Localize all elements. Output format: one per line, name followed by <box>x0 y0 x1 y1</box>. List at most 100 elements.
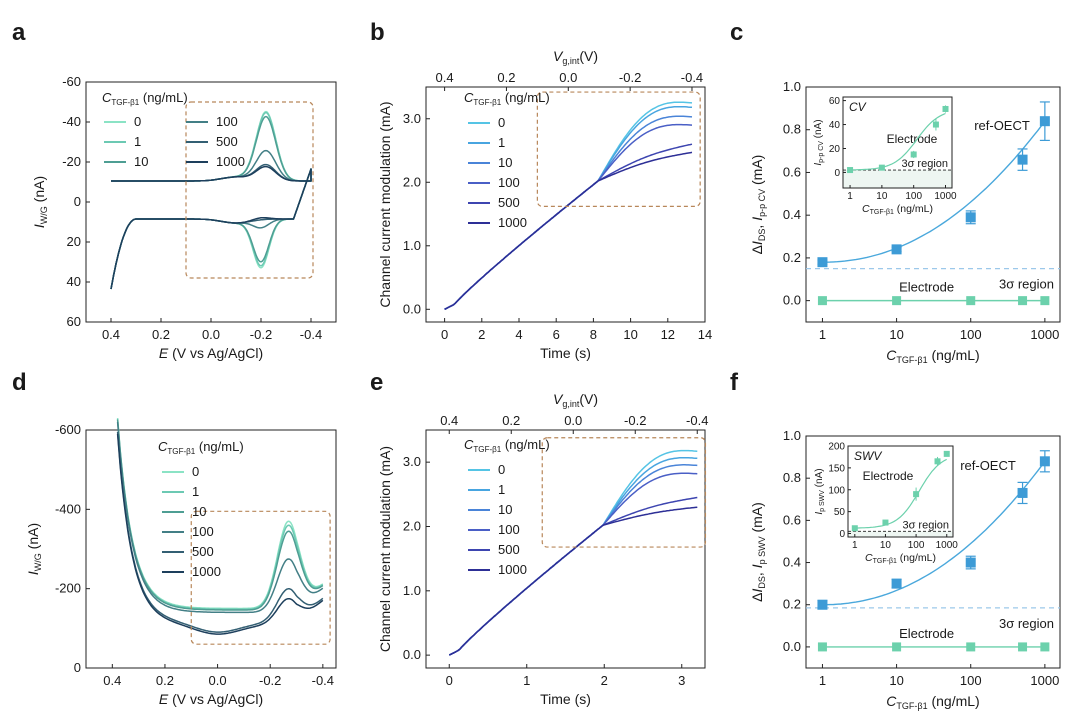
legend-title-c: C <box>158 439 168 454</box>
ref-oect-series-label: ref-OECT <box>960 458 1016 473</box>
legend-entry: 500 <box>216 134 238 149</box>
legend-entry: 10 <box>134 154 148 169</box>
legend-entry: 0 <box>498 462 505 477</box>
top-axis-label: Vg,int(V) <box>553 391 598 409</box>
legend-entry: 100 <box>192 524 214 539</box>
legend-entry: 0 <box>192 464 199 479</box>
top-axis-label-sub: g,int <box>562 399 580 409</box>
legend-entry: 10 <box>498 155 512 170</box>
y-tick-label: -400 <box>55 501 81 516</box>
inset-x-label-symbol: C <box>865 552 873 564</box>
inset-y-tick-label: 0 <box>839 529 845 540</box>
y-tick-label: 1.0 <box>783 428 801 443</box>
y-tick-label: 0.4 <box>783 207 801 222</box>
y-tick-label: 0.0 <box>403 647 421 662</box>
x-tick-label: 4 <box>515 327 522 342</box>
inset-y-label: Ip-p CV (nA) <box>813 119 825 165</box>
legend-title-sub: TGF-β1 <box>167 447 195 456</box>
inset-point <box>882 519 889 526</box>
y-tick-label: 1.0 <box>403 583 421 598</box>
x-axis-label: CTGF-β1 (ng/mL) <box>886 693 979 711</box>
top-tick-label: 0.4 <box>436 70 454 85</box>
ref-oect-point <box>965 212 976 223</box>
inset-x-tick-label: 100 <box>908 540 925 551</box>
panel-d: d 0.4 0.2 0.0 -0.2 -0.4 -600 -400 -200 0 E (V vs A… <box>12 369 337 707</box>
electrode-point <box>1040 296 1050 306</box>
y-axis-label-unit: (mA) <box>749 155 765 189</box>
inset-electrode-label: Electrode <box>863 469 914 483</box>
y-axis-label-symbol: I <box>749 588 765 592</box>
y-axis-label: ΔIDS, Ip SWV (mA) <box>749 502 767 602</box>
x-tick-label: 0.4 <box>103 673 121 688</box>
x-tick-label: 2 <box>601 673 608 688</box>
legend-title-sub: TGF-β1 <box>111 98 139 107</box>
channel-current-curve <box>444 115 693 310</box>
y-axis-label: IW/G (nA) <box>25 523 43 575</box>
y-tick-label: 3.0 <box>403 454 421 469</box>
concentration-legend-title: CTGF-β1 (ng/mL) <box>464 437 550 454</box>
x-tick-label: -0.2 <box>250 327 272 342</box>
x-tick-label: -0.2 <box>259 673 281 688</box>
legend-entry: 500 <box>498 195 520 210</box>
ref-oect-fit-line <box>822 120 1046 263</box>
top-axis-label: Vg,int(V) <box>553 48 598 66</box>
x-tick-label: 10 <box>889 327 903 342</box>
inset-point <box>910 151 917 158</box>
electrode-point <box>1040 642 1050 652</box>
top-tick-label: -0.2 <box>619 70 641 85</box>
y-axis-label-symbol: I <box>25 571 41 575</box>
y-tick-label: 1.0 <box>783 79 801 94</box>
cv-curve <box>110 165 312 290</box>
legend-entry: 0 <box>134 114 141 129</box>
panel-e: e 0 1 2 3 0.0 1.0 2.0 3.0 0.4 0.2 0.0 -0.2 -0.4 Vg,int… <box>370 369 708 707</box>
channel-current-curve <box>448 456 698 656</box>
x-axis-label: CTGF-β1 (ng/mL) <box>886 347 979 365</box>
legend-title-unit: (ng/mL) <box>195 439 243 454</box>
inset-y-tick-label: 200 <box>828 442 845 453</box>
inset-sigma-label: 3σ region <box>902 519 949 531</box>
channel-current-curve <box>448 449 698 656</box>
y-tick-label: 1.0 <box>403 238 421 253</box>
inset-y-tick-label: 20 <box>829 144 841 155</box>
channel-current-curve <box>448 496 698 656</box>
inset-x-tick-label: 10 <box>876 191 888 202</box>
y-axis-label-symbol2: I <box>749 564 765 568</box>
electrode-point <box>966 296 976 306</box>
channel-current-curve <box>448 464 698 656</box>
x-tick-label: 2 <box>478 327 485 342</box>
y-tick-label: -20 <box>62 154 81 169</box>
electrode-point <box>1018 642 1028 652</box>
panel-letter: a <box>12 19 26 46</box>
x-axis-label-unit: (ng/mL) <box>928 347 980 363</box>
inset-point <box>847 167 854 174</box>
x-axis-label-unit: (ng/mL) <box>928 693 980 709</box>
plot-frame <box>425 429 706 669</box>
legend-title-unit: (ng/mL) <box>501 437 549 452</box>
y-axis-label-symbol: I <box>749 241 765 245</box>
y-tick-label: 0.0 <box>403 301 421 316</box>
panel-letter: f <box>730 369 739 396</box>
x-tick-label: 0.0 <box>202 327 220 342</box>
cv-curve <box>110 163 312 290</box>
panel-letter: e <box>370 369 383 396</box>
y-tick-label: 0.0 <box>783 639 801 654</box>
inset-x-tick-label: 1000 <box>936 540 959 551</box>
x-axis-label: Time (s) <box>540 345 591 361</box>
channel-current-curve <box>444 143 693 310</box>
y-axis-label-sub: DS <box>757 229 767 242</box>
x-tick-label: 1 <box>819 327 826 342</box>
legend-entry: 1000 <box>192 564 221 579</box>
plot-frame <box>85 429 337 669</box>
panel-a: a 0.4 0.2 0.0 -0.2 -0.4 -60 -40 -20 0 20 40 60 E (V v… <box>12 19 337 361</box>
y-axis-label-symbol2: I <box>749 217 765 221</box>
legend-entry: 100 <box>216 114 238 129</box>
y-tick-label: -60 <box>62 74 81 89</box>
inset-sigma-area <box>843 170 952 188</box>
y-axis-label-sub: W/G <box>39 206 49 224</box>
ref-oect-fit-line <box>822 460 1046 606</box>
top-tick-label: -0.2 <box>624 413 646 428</box>
inset-y-label-symbol: I <box>814 512 825 515</box>
x-tick-label: 1 <box>819 673 826 688</box>
channel-current-curve <box>448 506 698 656</box>
